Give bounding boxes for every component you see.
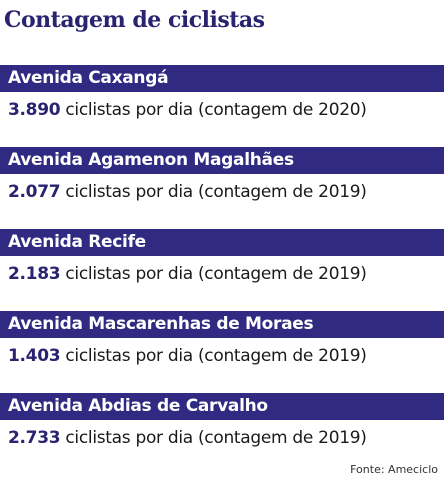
cyclist-count-line: 3.890 ciclistas por dia (contagem de 202… <box>0 92 444 120</box>
avenue-name-bar: Avenida Mascarenhas de Moraes <box>0 311 444 338</box>
cyclist-count-line: 2.183 ciclistas por dia (contagem de 201… <box>0 256 444 284</box>
cyclist-count-description: ciclistas por dia (contagem de 2019) <box>60 346 367 366</box>
avenue-entry: Avenida Agamenon Magalhães 2.077 ciclist… <box>0 147 444 229</box>
avenue-entry: Avenida Recife 2.183 ciclistas por dia (… <box>0 229 444 311</box>
cyclist-count-line: 2.077 ciclistas por dia (contagem de 201… <box>0 174 444 202</box>
cyclist-count-line: 1.403 ciclistas por dia (contagem de 201… <box>0 338 444 366</box>
avenue-name-bar: Avenida Agamenon Magalhães <box>0 147 444 174</box>
cyclist-count-description: ciclistas por dia (contagem de 2019) <box>60 428 367 448</box>
avenue-entry: Avenida Mascarenhas de Moraes 1.403 cicl… <box>0 311 444 393</box>
avenue-name-bar: Avenida Abdias de Carvalho <box>0 393 444 420</box>
avenue-list: Avenida Caxangá 3.890 ciclistas por dia … <box>0 65 444 475</box>
avenue-entry: Avenida Abdias de Carvalho 2.733 ciclist… <box>0 393 444 475</box>
cyclist-count-value: 2.077 <box>8 182 61 202</box>
avenue-entry: Avenida Caxangá 3.890 ciclistas por dia … <box>0 65 444 147</box>
cyclist-count-description: ciclistas por dia (contagem de 2019) <box>60 264 367 284</box>
cyclist-count-value: 2.183 <box>8 264 61 284</box>
cyclist-count-line: 2.733 ciclistas por dia (contagem de 201… <box>0 420 444 448</box>
cyclist-count-value: 3.890 <box>8 100 61 120</box>
cyclist-count-value: 2.733 <box>8 428 61 448</box>
avenue-name-bar: Avenida Caxangá <box>0 65 444 92</box>
source-credit: Fonte: Ameciclo <box>350 463 438 476</box>
cyclist-count-description: ciclistas por dia (contagem de 2020) <box>60 100 367 120</box>
cyclist-count-value: 1.403 <box>8 346 61 366</box>
cyclist-count-description: ciclistas por dia (contagem de 2019) <box>60 182 367 202</box>
avenue-name-bar: Avenida Recife <box>0 229 444 256</box>
infographic-title: Contagem de ciclistas <box>4 7 265 33</box>
